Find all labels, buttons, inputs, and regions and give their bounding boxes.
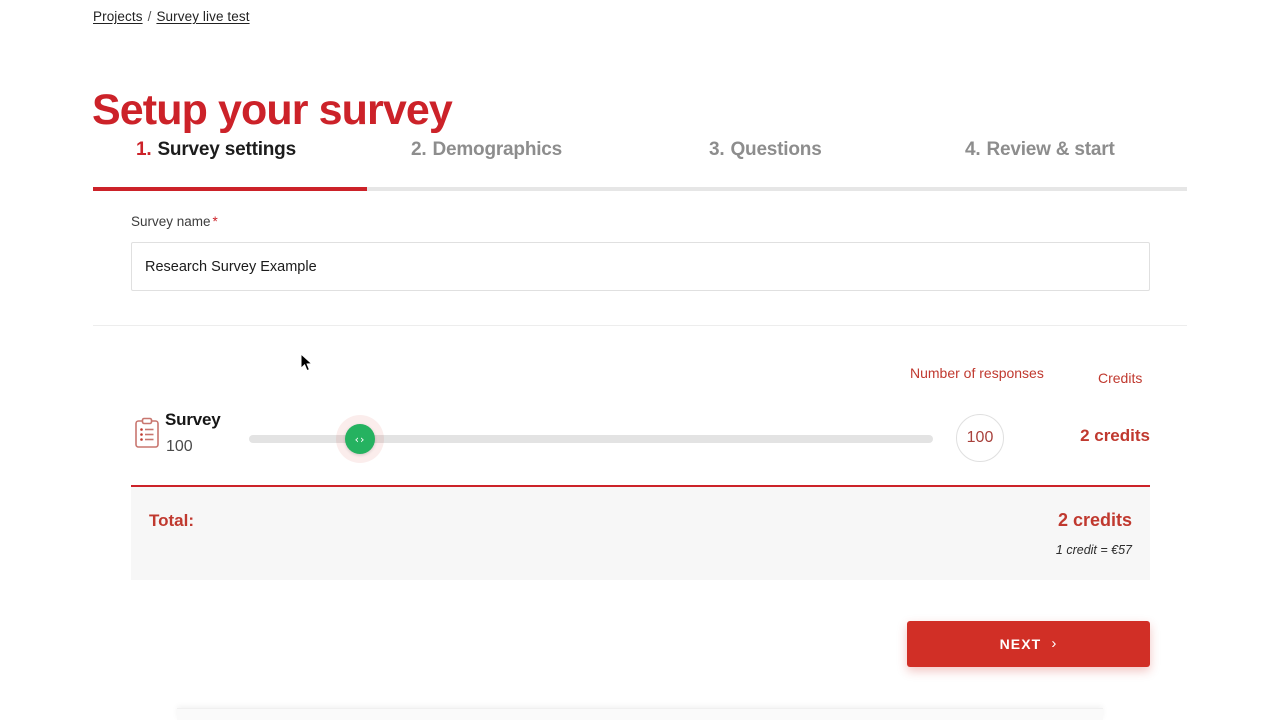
slider-track[interactable]	[249, 435, 933, 443]
breadcrumb-item-survey-live-test[interactable]: Survey live test	[156, 9, 250, 24]
next-button[interactable]: NEXT ›	[907, 621, 1150, 667]
pricing-row-credits: 2 credits	[1080, 426, 1150, 445]
total-panel: Total: 2 credits 1 credit = €57	[131, 485, 1150, 580]
survey-name-label: Survey name *	[131, 214, 218, 229]
stepper: 1. Survey settings 2. Demographics 3. Quest…	[93, 136, 1187, 192]
responses-count-badge: 100	[956, 414, 1004, 462]
total-amount: 2 credits	[1057, 510, 1132, 530]
column-header-credits: Credits	[1098, 370, 1143, 386]
stepper-progress-track	[93, 187, 1187, 191]
total-label: Total:	[149, 511, 195, 530]
card-bottom-edge	[177, 708, 1103, 720]
breadcrumb: Projects / Survey live test	[93, 9, 250, 24]
step-review-and-start[interactable]: 4. Review & start	[965, 136, 1115, 164]
chevron-right-icon: ›	[1051, 634, 1058, 652]
step-survey-settings[interactable]: 1. Survey settings	[136, 136, 296, 164]
stepper-progress-fill	[93, 187, 367, 191]
stepper-steps: 1. Survey settings 2. Demographics 3. Quest…	[93, 136, 1187, 176]
slider-thumb-arrows-icon: ‹›	[354, 432, 366, 446]
survey-name-input[interactable]	[131, 242, 1150, 291]
responses-slider[interactable]: ‹›	[249, 424, 933, 454]
survey-name-label-text: Survey name	[131, 214, 211, 229]
step-questions[interactable]: 3. Questions	[709, 136, 822, 164]
step-number: 4.	[965, 139, 981, 160]
section-divider	[93, 325, 1187, 326]
step-demographics[interactable]: 2. Demographics	[411, 136, 562, 164]
pricing-row-subtitle: 100	[166, 438, 193, 455]
step-number: 2.	[411, 139, 427, 160]
pricing-row-title: Survey	[165, 410, 221, 429]
step-label: Review & start	[986, 139, 1115, 160]
step-number: 1.	[136, 139, 152, 160]
pricing-row: Survey 100 ‹› 100 2 credits	[131, 400, 1150, 478]
step-label: Demographics	[432, 139, 563, 160]
breadcrumb-item-projects[interactable]: Projects	[93, 9, 143, 24]
required-asterisk: *	[212, 214, 218, 229]
step-label: Survey settings	[157, 139, 296, 160]
slider-thumb[interactable]: ‹›	[345, 424, 375, 454]
column-header-responses: Number of responses	[910, 365, 1044, 381]
page-title: Setup your survey	[92, 85, 453, 134]
breadcrumb-separator: /	[147, 9, 152, 24]
clipboard-list-icon	[134, 417, 160, 449]
step-label: Questions	[730, 139, 822, 160]
step-number: 3.	[709, 139, 725, 160]
mouse-cursor	[300, 352, 314, 373]
total-note: 1 credit = €57	[1055, 543, 1132, 557]
next-button-label: NEXT	[999, 636, 1042, 652]
